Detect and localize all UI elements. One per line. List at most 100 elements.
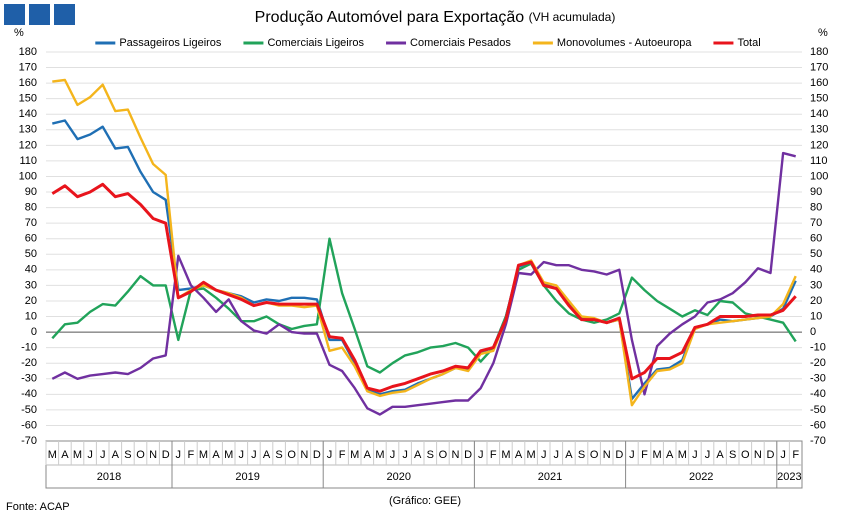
y2-tick-label: 170 xyxy=(810,61,828,73)
x-tick-label: J xyxy=(87,449,93,461)
x-tick-label: J xyxy=(176,449,182,461)
x-tick-label: A xyxy=(263,449,271,461)
y2-tick-label: -30 xyxy=(810,373,826,385)
x-tick-label: S xyxy=(275,449,282,461)
y2-tick-label: -60 xyxy=(810,419,826,431)
x-tick-label: A xyxy=(112,449,120,461)
year-label: 2020 xyxy=(387,471,411,483)
legend-label: Comerciais Ligeiros xyxy=(267,37,364,49)
x-tick-label: J xyxy=(100,449,106,461)
y2-tick-label: 10 xyxy=(810,310,822,322)
y-tick-label: -40 xyxy=(21,388,37,400)
y-tick-label: -50 xyxy=(21,404,37,416)
y2-tick-label: 140 xyxy=(810,108,828,120)
y2-tick-label: -40 xyxy=(810,388,826,400)
y-tick-label: 90 xyxy=(25,186,37,198)
year-label: 2018 xyxy=(97,471,121,483)
legend-label: Monovolumes - Autoeuropa xyxy=(557,37,692,49)
y-tick-label: 120 xyxy=(19,139,37,151)
y2-tick-label: 30 xyxy=(810,279,822,291)
x-tick-label: M xyxy=(527,449,536,461)
y-tick-label: 130 xyxy=(19,124,37,136)
x-tick-label: J xyxy=(780,449,786,461)
x-tick-label: M xyxy=(73,449,82,461)
x-tick-label: M xyxy=(653,449,662,461)
x-tick-label: D xyxy=(464,449,472,461)
y2-tick-label: 180 xyxy=(810,46,828,58)
x-tick-label: J xyxy=(554,449,560,461)
y-tick-label: 10 xyxy=(25,310,37,322)
x-tick-label: D xyxy=(615,449,623,461)
x-tick-label: N xyxy=(452,449,460,461)
legend-label: Passageiros Ligeiros xyxy=(119,37,222,49)
x-tick-label: J xyxy=(239,449,245,461)
legend-label: Comerciais Pesados xyxy=(410,37,511,49)
y-tick-label: -70 xyxy=(21,435,37,447)
y2-tick-label: 80 xyxy=(810,202,822,214)
year-label: 2021 xyxy=(538,471,562,483)
x-tick-label: O xyxy=(287,449,296,461)
y2-tick-label: 20 xyxy=(810,295,822,307)
x-tick-label: F xyxy=(188,449,195,461)
y-tick-label: 100 xyxy=(19,170,37,182)
y2-tick-label: 50 xyxy=(810,248,822,260)
x-tick-label: J xyxy=(402,449,408,461)
x-tick-label: M xyxy=(375,449,384,461)
y2-tick-label: -20 xyxy=(810,357,826,369)
x-tick-label: A xyxy=(666,449,674,461)
x-tick-label: J xyxy=(327,449,333,461)
x-tick-label: A xyxy=(565,449,573,461)
y2-tick-label: 110 xyxy=(810,155,828,167)
x-tick-label: F xyxy=(641,449,648,461)
x-tick-label: M xyxy=(224,449,233,461)
x-tick-label: D xyxy=(162,449,170,461)
year-label: 2019 xyxy=(235,471,259,483)
series-line xyxy=(51,237,797,374)
y-tick-label: 140 xyxy=(19,108,37,120)
legend-label: Total xyxy=(737,37,760,49)
y-tick-label: -60 xyxy=(21,419,37,431)
y-tick-label: 20 xyxy=(25,295,37,307)
x-tick-label: M xyxy=(48,449,57,461)
title-main: Produção Automóvel para Exportação xyxy=(255,9,525,26)
logo-square xyxy=(29,4,50,25)
x-tick-label: M xyxy=(199,449,208,461)
x-tick-label: M xyxy=(678,449,687,461)
series-line xyxy=(51,182,797,393)
x-tick-label: N xyxy=(149,449,157,461)
y-tick-label: 0 xyxy=(31,326,37,338)
year-label: 2022 xyxy=(689,471,713,483)
y2-tick-label: 70 xyxy=(810,217,822,229)
x-tick-label: S xyxy=(729,449,736,461)
x-tick-label: J xyxy=(390,449,396,461)
x-tick-label: S xyxy=(427,449,434,461)
y-tick-label: 160 xyxy=(19,77,37,89)
x-tick-label: A xyxy=(212,449,220,461)
x-tick-label: A xyxy=(364,449,372,461)
y-tick-label: 110 xyxy=(19,155,37,167)
x-tick-label: A xyxy=(716,449,724,461)
logo-square xyxy=(4,4,25,25)
y2-tick-label: 150 xyxy=(810,93,828,105)
logo-square xyxy=(54,4,75,25)
y-tick-label: -30 xyxy=(21,373,37,385)
year-label: 2023 xyxy=(777,471,801,483)
y-tick-label: 50 xyxy=(25,248,37,260)
x-tick-label: O xyxy=(439,449,448,461)
x-tick-label: N xyxy=(754,449,762,461)
y2-tick-label: -70 xyxy=(810,435,826,447)
x-tick-label: J xyxy=(541,449,547,461)
x-tick-label: S xyxy=(124,449,131,461)
y-tick-label: 40 xyxy=(25,264,37,276)
y-tick-label: 60 xyxy=(25,233,37,245)
x-tick-label: M xyxy=(350,449,359,461)
x-tick-label: F xyxy=(339,449,346,461)
y2-tick-label: 160 xyxy=(810,77,828,89)
y-tick-label: -20 xyxy=(21,357,37,369)
y-label: % xyxy=(14,27,24,39)
x-tick-label: N xyxy=(603,449,611,461)
y2-tick-label: -50 xyxy=(810,404,826,416)
source: Fonte: ACAP xyxy=(6,501,70,513)
y-tick-label: 30 xyxy=(25,279,37,291)
